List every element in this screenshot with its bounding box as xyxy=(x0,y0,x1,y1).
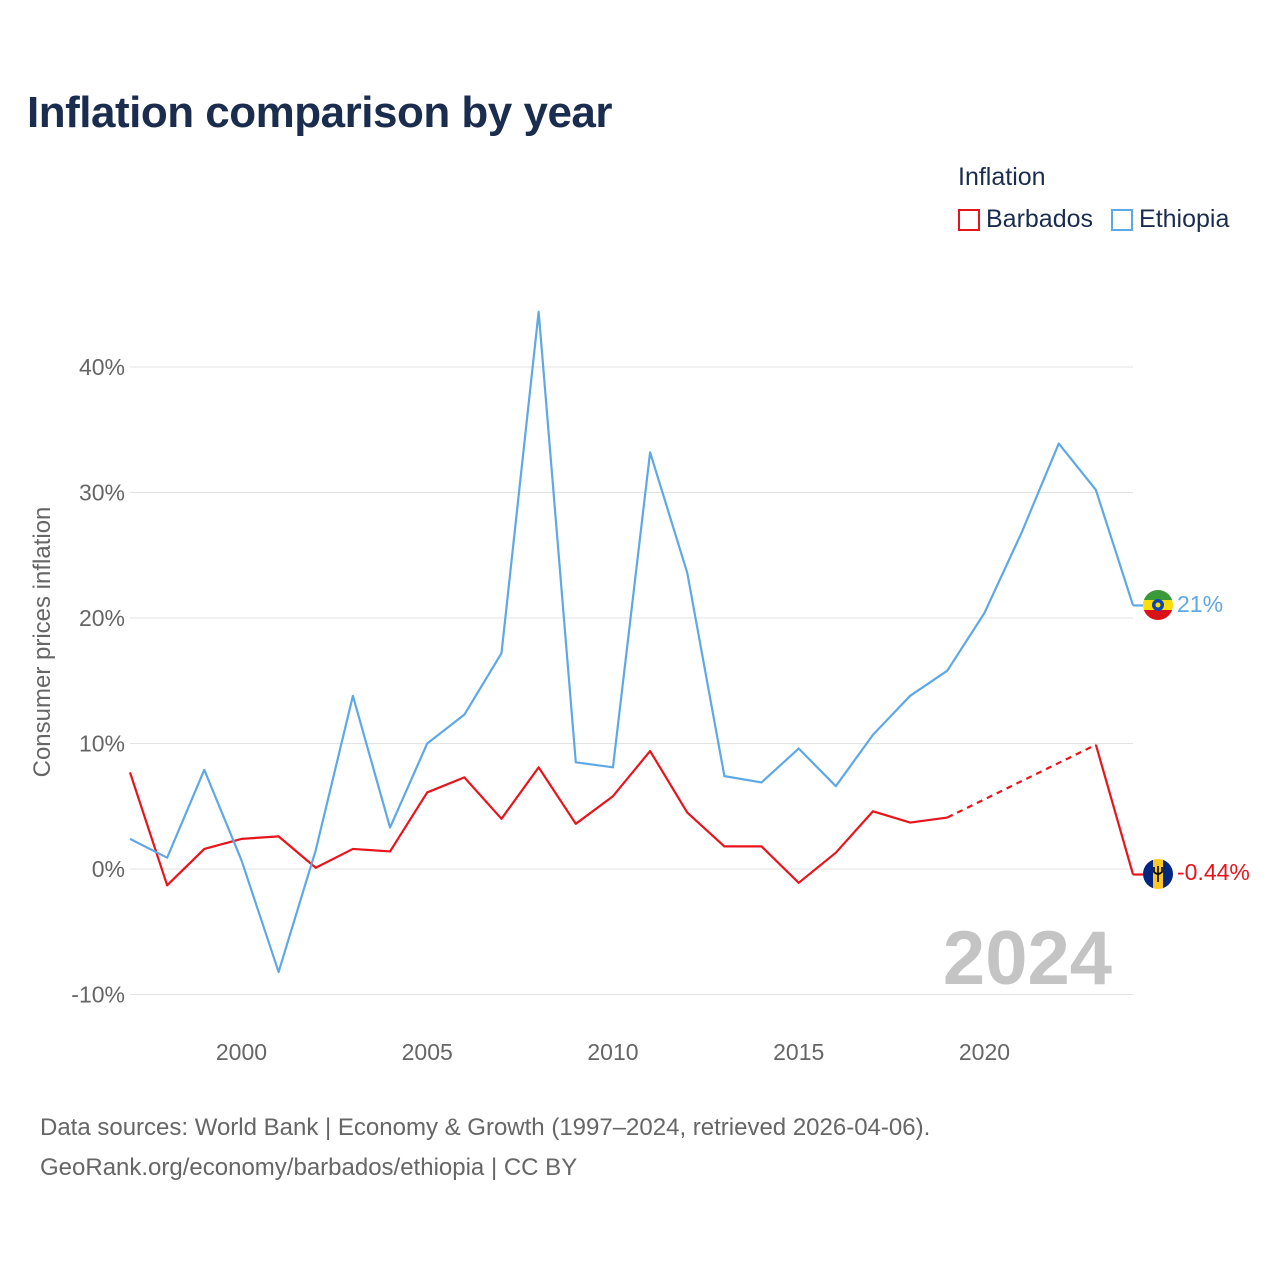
source-line-2[interactable]: GeoRank.org/economy/barbados/ethiopia | … xyxy=(40,1154,578,1181)
series-line-barbados[interactable] xyxy=(1094,744,1135,875)
y-axis-label: Consumer prices inflation xyxy=(29,507,56,778)
y-tick-label: 10% xyxy=(79,731,125,757)
x-tick-label: 2015 xyxy=(773,1039,824,1065)
legend-label-barbados: Barbados xyxy=(986,205,1094,233)
series-lines xyxy=(128,310,1143,974)
y-tick-label: 0% xyxy=(92,856,125,882)
x-tick-label: 2000 xyxy=(216,1039,267,1065)
legend-label-ethiopia: Ethiopia xyxy=(1139,205,1230,233)
x-tick-label: 2020 xyxy=(959,1039,1010,1065)
end-label-barbados: -0.44% xyxy=(1177,859,1250,885)
x-tick-label: 2005 xyxy=(402,1039,453,1065)
y-tick-label: -10% xyxy=(71,982,125,1008)
y-tick-label: 20% xyxy=(79,605,125,631)
source-line-1: Data sources: World Bank | Economy & Gro… xyxy=(40,1114,931,1141)
y-tick-label: 40% xyxy=(79,354,125,380)
legend-swatch-barbados xyxy=(958,208,980,231)
legend-item-ethiopia[interactable]: Ethiopia xyxy=(1111,205,1229,234)
y-tick-label: 30% xyxy=(79,480,125,506)
source-note: Data sources: World Bank | Economy & Gro… xyxy=(40,1108,930,1188)
gridlines xyxy=(130,366,1133,995)
legend-title: Inflation xyxy=(958,163,1046,191)
series-line-barbados[interactable] xyxy=(128,749,948,887)
legend-swatch-ethiopia xyxy=(1111,208,1134,231)
x-axis-ticks: 2000 2005 2010 2015 2020 xyxy=(216,1039,1010,1065)
series-gap-barbados xyxy=(946,743,1097,819)
end-label-ethiopia: 21% xyxy=(1177,591,1223,617)
y-axis-ticks: -10% 0% 10% 20% 30% 40% xyxy=(71,354,125,1008)
series-line-ethiopia[interactable] xyxy=(129,310,1135,974)
legend-item-barbados[interactable]: Barbados xyxy=(958,205,1093,234)
barbados-flag-icon xyxy=(1143,859,1173,889)
chart-title: Inflation comparison by year xyxy=(27,88,613,137)
legend: Barbados Ethiopia xyxy=(958,205,1247,234)
year-watermark: 2024 xyxy=(943,916,1112,1001)
x-tick-label: 2010 xyxy=(587,1039,638,1065)
ethiopia-flag-icon xyxy=(1143,590,1173,620)
